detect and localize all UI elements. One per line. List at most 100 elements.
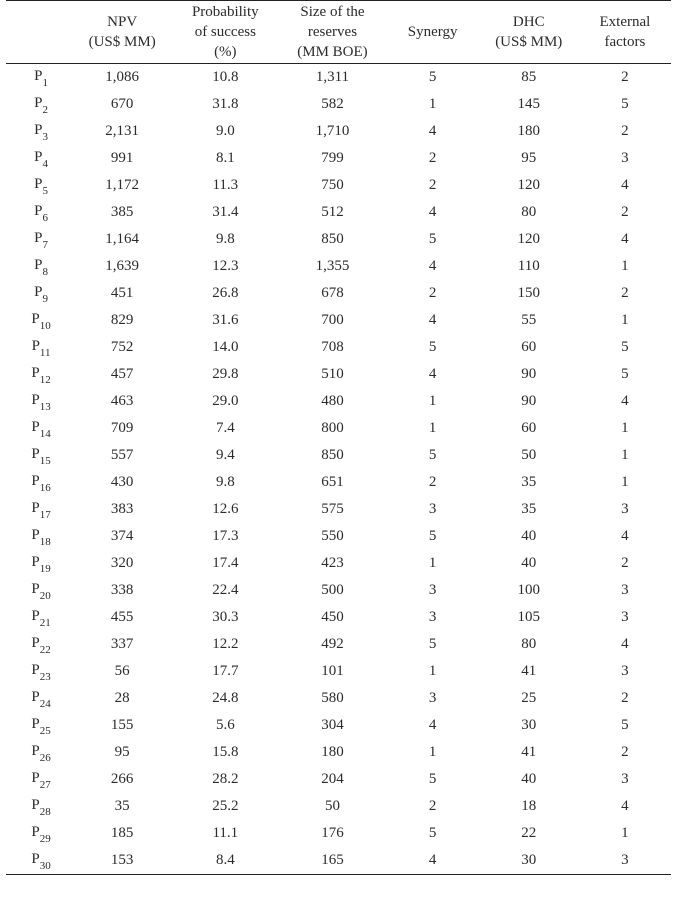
cell-prob: 24.8 bbox=[172, 685, 278, 712]
cell-dhc: 55 bbox=[479, 307, 579, 334]
table-row: P1932017.44231402 bbox=[6, 550, 671, 577]
cell-npv: 991 bbox=[72, 145, 172, 172]
row-label-index: 8 bbox=[42, 266, 48, 278]
cell-npv: 338 bbox=[72, 577, 172, 604]
cell-reserves: 180 bbox=[278, 739, 386, 766]
cell-prob: 12.3 bbox=[172, 253, 278, 280]
cell-npv: 185 bbox=[72, 820, 172, 847]
row-label-prefix: P bbox=[31, 581, 39, 597]
row-label-prefix: P bbox=[31, 716, 39, 732]
cell-npv: 2,131 bbox=[72, 118, 172, 145]
cell-reserves: 204 bbox=[278, 766, 386, 793]
cell-synergy: 5 bbox=[387, 523, 479, 550]
cell-prob: 26.8 bbox=[172, 280, 278, 307]
cell-external: 1 bbox=[579, 820, 671, 847]
row-label-index: 2 bbox=[42, 104, 48, 116]
cell-reserves: 651 bbox=[278, 469, 386, 496]
row-label: P6 bbox=[6, 199, 72, 226]
row-label: P9 bbox=[6, 280, 72, 307]
cell-npv: 1,639 bbox=[72, 253, 172, 280]
row-label-index: 4 bbox=[42, 158, 48, 170]
table-row: P71,1649.885051204 bbox=[6, 226, 671, 253]
row-label: P7 bbox=[6, 226, 72, 253]
table-row: P32,1319.01,71041802 bbox=[6, 118, 671, 145]
cell-npv: 752 bbox=[72, 334, 172, 361]
cell-synergy: 5 bbox=[387, 631, 479, 658]
cell-dhc: 85 bbox=[479, 64, 579, 92]
table-row: P251555.63044305 bbox=[6, 712, 671, 739]
cell-dhc: 60 bbox=[479, 415, 579, 442]
cell-dhc: 100 bbox=[479, 577, 579, 604]
row-label: P18 bbox=[6, 523, 72, 550]
column-header-dhc: DHC(US$ MM) bbox=[479, 1, 579, 64]
row-label: P28 bbox=[6, 793, 72, 820]
row-label: P3 bbox=[6, 118, 72, 145]
column-header-text: (US$ MM) bbox=[495, 34, 562, 50]
cell-reserves: 850 bbox=[278, 226, 386, 253]
cell-synergy: 3 bbox=[387, 577, 479, 604]
row-label: P24 bbox=[6, 685, 72, 712]
cell-prob: 9.8 bbox=[172, 469, 278, 496]
row-label: P13 bbox=[6, 388, 72, 415]
table-row: P11,08610.81,3115852 bbox=[6, 64, 671, 92]
table-row: P283525.2502184 bbox=[6, 793, 671, 820]
row-label-prefix: P bbox=[31, 392, 39, 408]
row-label-index: 25 bbox=[40, 725, 51, 737]
cell-npv: 35 bbox=[72, 793, 172, 820]
cell-reserves: 550 bbox=[278, 523, 386, 550]
cell-reserves: 165 bbox=[278, 847, 386, 875]
table-row: P301538.41654303 bbox=[6, 847, 671, 875]
cell-dhc: 30 bbox=[479, 712, 579, 739]
cell-dhc: 180 bbox=[479, 118, 579, 145]
column-header-reserves: Size of thereserves(MM BOE) bbox=[278, 1, 386, 64]
cell-prob: 29.8 bbox=[172, 361, 278, 388]
cell-dhc: 40 bbox=[479, 766, 579, 793]
row-label-index: 29 bbox=[40, 833, 51, 845]
row-label: P5 bbox=[6, 172, 72, 199]
cell-prob: 31.4 bbox=[172, 199, 278, 226]
cell-prob: 9.8 bbox=[172, 226, 278, 253]
cell-prob: 12.2 bbox=[172, 631, 278, 658]
row-label: P12 bbox=[6, 361, 72, 388]
cell-reserves: 101 bbox=[278, 658, 386, 685]
cell-dhc: 50 bbox=[479, 442, 579, 469]
row-label-prefix: P bbox=[32, 338, 40, 354]
cell-npv: 670 bbox=[72, 91, 172, 118]
row-label-prefix: P bbox=[31, 608, 39, 624]
cell-npv: 383 bbox=[72, 496, 172, 523]
table-row: P2145530.345031053 bbox=[6, 604, 671, 631]
table-row: P1082931.67004551 bbox=[6, 307, 671, 334]
cell-synergy: 2 bbox=[387, 172, 479, 199]
cell-external: 1 bbox=[579, 253, 671, 280]
column-header-synergy: Synergy bbox=[387, 1, 479, 64]
cell-npv: 266 bbox=[72, 766, 172, 793]
cell-external: 1 bbox=[579, 442, 671, 469]
cell-prob: 9.4 bbox=[172, 442, 278, 469]
cell-external: 5 bbox=[579, 361, 671, 388]
table-row: P1346329.04801904 bbox=[6, 388, 671, 415]
data-table: NPV(US$ MM)Probabilityof success(%)Size … bbox=[6, 0, 671, 875]
row-label-prefix: P bbox=[31, 797, 39, 813]
cell-dhc: 95 bbox=[479, 145, 579, 172]
cell-npv: 56 bbox=[72, 658, 172, 685]
cell-synergy: 1 bbox=[387, 388, 479, 415]
cell-dhc: 90 bbox=[479, 388, 579, 415]
cell-prob: 30.3 bbox=[172, 604, 278, 631]
cell-external: 4 bbox=[579, 388, 671, 415]
row-label-prefix: P bbox=[31, 824, 39, 840]
cell-external: 1 bbox=[579, 415, 671, 442]
table-row: P269515.81801412 bbox=[6, 739, 671, 766]
table-row: P164309.86512351 bbox=[6, 469, 671, 496]
row-label-index: 30 bbox=[40, 860, 51, 872]
table-row: P1837417.35505404 bbox=[6, 523, 671, 550]
cell-npv: 829 bbox=[72, 307, 172, 334]
cell-prob: 8.1 bbox=[172, 145, 278, 172]
row-label-prefix: P bbox=[31, 743, 39, 759]
cell-npv: 709 bbox=[72, 415, 172, 442]
row-label: P30 bbox=[6, 847, 72, 875]
cell-synergy: 3 bbox=[387, 496, 479, 523]
cell-npv: 1,164 bbox=[72, 226, 172, 253]
table-header: NPV(US$ MM)Probabilityof success(%)Size … bbox=[6, 1, 671, 64]
row-label-index: 21 bbox=[40, 617, 51, 629]
cell-npv: 28 bbox=[72, 685, 172, 712]
